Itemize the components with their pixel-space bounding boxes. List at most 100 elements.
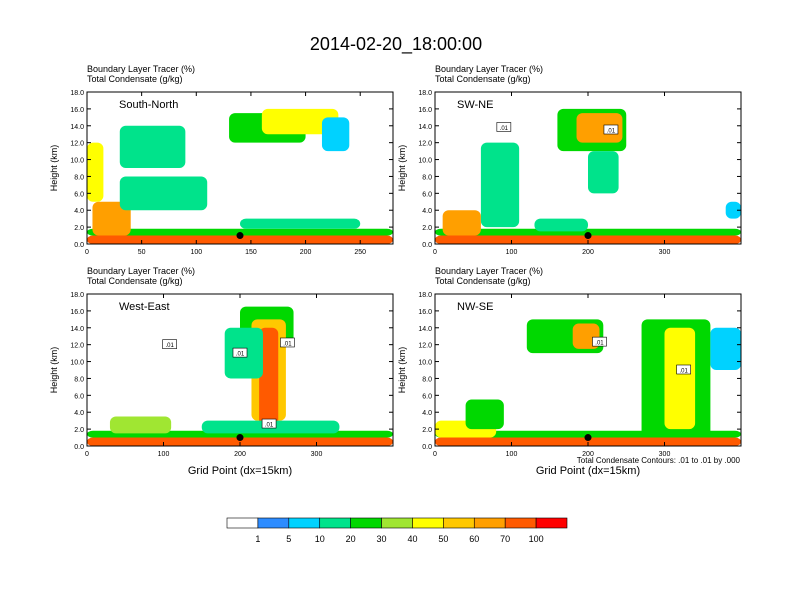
shaded-region (725, 201, 741, 219)
y-tick-label: 12.0 (70, 141, 84, 148)
panel-header-condensate: Total Condensate (g/kg) (435, 74, 531, 84)
shaded-region (442, 210, 481, 236)
x-tick-label: 50 (138, 249, 146, 256)
y-tick-label: 4.0 (74, 208, 84, 215)
panel-sw-ne: Boundary Layer Tracer (%)Total Condensat… (397, 64, 742, 256)
y-tick-label: 6.0 (74, 191, 84, 198)
y-tick-label: 4.0 (422, 208, 432, 215)
colorbar-label: 20 (346, 534, 356, 544)
y-tick-label: 14.0 (418, 326, 432, 333)
shaded-region (664, 327, 696, 430)
panel-label: South-North (119, 99, 178, 111)
y-tick-label: 16.0 (418, 309, 432, 316)
y-axis-label: Height (km) (397, 145, 407, 192)
y-axis-label: Height (km) (49, 145, 59, 192)
location-marker (236, 434, 244, 442)
y-tick-label: 2.0 (74, 225, 84, 232)
panel-header-condensate: Total Condensate (g/kg) (87, 74, 183, 84)
x-axis-label: Grid Point (dx=15km) (188, 465, 292, 477)
contour-label-box (280, 337, 295, 348)
shaded-region (92, 201, 131, 236)
shaded-region (321, 117, 350, 152)
y-tick-label: 2.0 (422, 427, 432, 434)
x-tick-label: 300 (311, 451, 323, 458)
y-tick-label: 0.0 (74, 444, 84, 451)
y-axis-label: Height (km) (49, 347, 59, 394)
colorbar-label: 10 (315, 534, 325, 544)
x-tick-label: 200 (582, 249, 594, 256)
y-tick-label: 12.0 (418, 141, 432, 148)
colorbar-swatch (288, 517, 321, 529)
contour-note: Total Condensate Contours: .01 to .01 by… (577, 456, 741, 465)
y-tick-label: 8.0 (422, 174, 432, 181)
y-tick-label: 4.0 (422, 410, 432, 417)
contour-label: .01 (679, 369, 688, 375)
y-tick-label: 0.0 (422, 444, 432, 451)
x-tick-label: 150 (245, 249, 257, 256)
x-tick-label: 200 (300, 249, 312, 256)
y-tick-label: 2.0 (74, 427, 84, 434)
contour-label: .01 (500, 126, 509, 132)
y-tick-label: 8.0 (74, 376, 84, 383)
contour-label: .01 (265, 423, 274, 429)
shaded-region (87, 235, 393, 244)
x-tick-label: 100 (158, 451, 170, 458)
colorbar-label: 100 (529, 534, 544, 544)
contour-label-box (592, 336, 607, 347)
y-tick-label: 6.0 (74, 393, 84, 400)
contour-label: .01 (595, 341, 604, 347)
contour-label: .01 (607, 129, 616, 135)
colorbar-swatch (381, 517, 413, 529)
panel-header-tracer: Boundary Layer Tracer (%) (87, 266, 195, 276)
y-tick-label: 8.0 (74, 174, 84, 181)
contour-label: .01 (283, 341, 292, 347)
figure-title: 2014-02-20_18:00:00 (310, 34, 482, 55)
contour-label-box (162, 339, 177, 349)
x-tick-label: 100 (506, 451, 518, 458)
panel-header-condensate: Total Condensate (g/kg) (87, 276, 183, 286)
panel-header-condensate: Total Condensate (g/kg) (435, 276, 531, 286)
x-tick-label: 200 (582, 451, 594, 458)
x-tick-label: 100 (190, 249, 202, 256)
contour-label-box (261, 418, 277, 429)
y-tick-label: 18.0 (418, 292, 432, 299)
colorbar-label: 60 (469, 534, 479, 544)
colorbar-swatch (535, 517, 568, 529)
y-tick-label: 6.0 (422, 393, 432, 400)
shaded-region (710, 327, 741, 370)
contour-label: .01 (165, 343, 174, 349)
x-tick-label: 200 (234, 451, 246, 458)
colorbar-swatch (473, 517, 506, 529)
colorbar-label: 1 (255, 534, 260, 544)
colorbar-swatch (504, 517, 537, 529)
colorbar-label: 50 (438, 534, 448, 544)
panel-label: NW-SE (457, 301, 493, 313)
x-tick-label: 100 (506, 249, 518, 256)
panel-south-north: Boundary Layer Tracer (%)Total Condensat… (49, 64, 394, 256)
x-tick-label: 0 (85, 249, 89, 256)
panel-label: SW-NE (457, 99, 493, 111)
y-tick-label: 14.0 (70, 326, 84, 333)
location-marker (236, 232, 244, 240)
panel-header-tracer: Boundary Layer Tracer (%) (435, 64, 543, 74)
y-tick-label: 0.0 (422, 242, 432, 249)
x-tick-label: 0 (433, 249, 437, 256)
y-tick-label: 10.0 (418, 158, 432, 165)
location-marker (584, 232, 592, 240)
y-tick-label: 12.0 (70, 343, 84, 350)
shaded-region (576, 113, 623, 143)
contour-label-box (232, 347, 248, 358)
panel-header-tracer: Boundary Layer Tracer (%) (87, 64, 195, 74)
shaded-region (87, 142, 104, 202)
colorbar: 1 5 10 20 30 40 50 60 70 100 (226, 517, 568, 544)
y-tick-label: 8.0 (422, 376, 432, 383)
colorbar-swatch (319, 517, 351, 529)
panel-header-tracer: Boundary Layer Tracer (%) (435, 266, 543, 276)
colorbar-label: 30 (377, 534, 387, 544)
y-tick-label: 4.0 (74, 410, 84, 417)
y-tick-label: 16.0 (418, 107, 432, 114)
x-tick-label: 0 (85, 451, 89, 458)
y-tick-label: 16.0 (70, 309, 84, 316)
y-tick-label: 2.0 (422, 225, 432, 232)
y-tick-label: 14.0 (70, 124, 84, 131)
